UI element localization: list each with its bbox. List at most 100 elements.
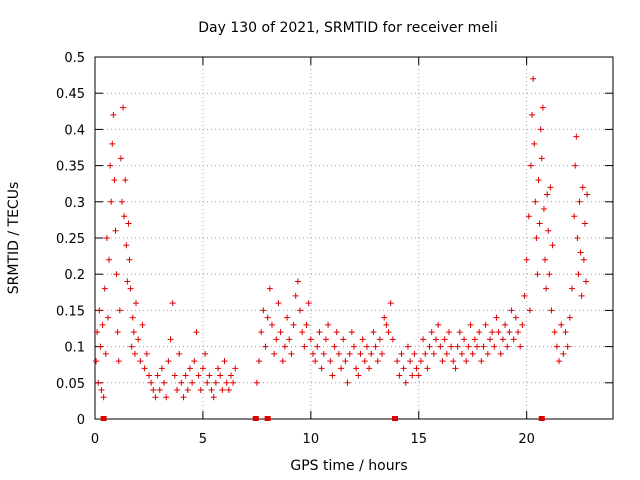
data-point	[180, 394, 187, 401]
data-point	[452, 365, 459, 372]
data-point	[510, 336, 517, 343]
data-point	[537, 126, 544, 133]
data-point	[363, 343, 370, 350]
data-point	[256, 358, 263, 365]
gap-marker	[100, 416, 107, 421]
data-point	[125, 220, 132, 227]
data-point	[402, 379, 409, 386]
data-point	[223, 379, 230, 386]
data-point	[539, 104, 546, 111]
data-point	[450, 358, 457, 365]
data-point	[148, 379, 155, 386]
data-point	[548, 307, 555, 314]
data-point	[174, 387, 181, 394]
data-point	[288, 350, 295, 357]
data-point	[445, 329, 452, 336]
data-point	[571, 213, 578, 220]
data-point	[176, 350, 183, 357]
data-point	[435, 321, 442, 328]
data-point	[103, 235, 110, 241]
data-point	[106, 256, 113, 263]
x-tick-label: 5	[199, 432, 207, 447]
data-point	[167, 336, 174, 343]
data-point	[292, 292, 299, 299]
data-point	[195, 372, 202, 379]
data-point	[335, 350, 342, 357]
y-tick-label: 0.25	[56, 232, 85, 247]
data-point	[525, 213, 532, 220]
data-point	[111, 177, 118, 184]
data-point	[333, 329, 340, 336]
data-point	[112, 227, 119, 234]
data-point	[163, 394, 170, 401]
data-point	[182, 372, 189, 379]
data-point	[437, 343, 444, 350]
data-point	[415, 372, 422, 379]
data-point	[171, 372, 178, 379]
data-point	[271, 350, 278, 357]
data-point	[574, 235, 581, 241]
data-point	[307, 336, 314, 343]
data-point	[583, 278, 590, 285]
data-point	[327, 358, 334, 365]
data-point	[351, 343, 357, 350]
data-point	[544, 191, 551, 198]
data-point	[191, 358, 198, 365]
data-point	[448, 343, 455, 350]
data-point	[469, 350, 476, 357]
data-point	[379, 350, 386, 357]
data-point	[268, 321, 275, 328]
gap-marker	[252, 416, 259, 421]
data-point	[99, 321, 106, 328]
data-point	[454, 343, 461, 350]
data-point	[114, 329, 121, 336]
data-point	[318, 365, 325, 372]
data-point	[420, 336, 427, 343]
data-point	[189, 379, 196, 386]
data-point	[212, 379, 219, 386]
data-point	[199, 365, 206, 372]
data-point	[484, 350, 491, 357]
data-point	[551, 329, 558, 336]
data-point	[305, 300, 312, 307]
data-point	[284, 314, 291, 321]
data-point	[116, 307, 123, 314]
data-point	[443, 350, 450, 357]
data-point	[480, 343, 487, 350]
data-point	[101, 285, 108, 292]
y-tick-label: 0.35	[56, 160, 85, 175]
data-point	[383, 321, 390, 328]
data-point	[576, 198, 583, 205]
data-point	[124, 278, 131, 285]
data-point	[531, 140, 538, 147]
y-tick-label: 0.2	[64, 268, 85, 283]
data-point	[467, 321, 474, 328]
data-point	[370, 329, 377, 336]
data-point	[458, 350, 465, 357]
data-point	[303, 321, 310, 328]
data-point	[489, 329, 496, 336]
data-point	[95, 379, 102, 386]
data-point	[97, 343, 104, 350]
data-point	[400, 365, 407, 372]
data-point	[126, 256, 133, 263]
data-point	[118, 198, 125, 205]
data-point	[575, 271, 582, 278]
data-point	[523, 256, 530, 263]
data-point	[439, 358, 446, 365]
x-tick-label: 15	[410, 432, 427, 447]
data-point	[338, 365, 345, 372]
data-point	[197, 387, 204, 394]
y-tick-label: 0.4	[64, 123, 85, 138]
data-point	[413, 365, 420, 372]
data-point	[441, 336, 448, 343]
data-point	[206, 372, 213, 379]
data-point	[262, 343, 269, 350]
data-point	[353, 365, 360, 372]
data-point	[578, 292, 585, 299]
data-point	[158, 365, 165, 372]
data-point	[526, 307, 533, 314]
data-point	[396, 372, 403, 379]
data-point	[476, 329, 483, 336]
data-point	[532, 198, 539, 205]
